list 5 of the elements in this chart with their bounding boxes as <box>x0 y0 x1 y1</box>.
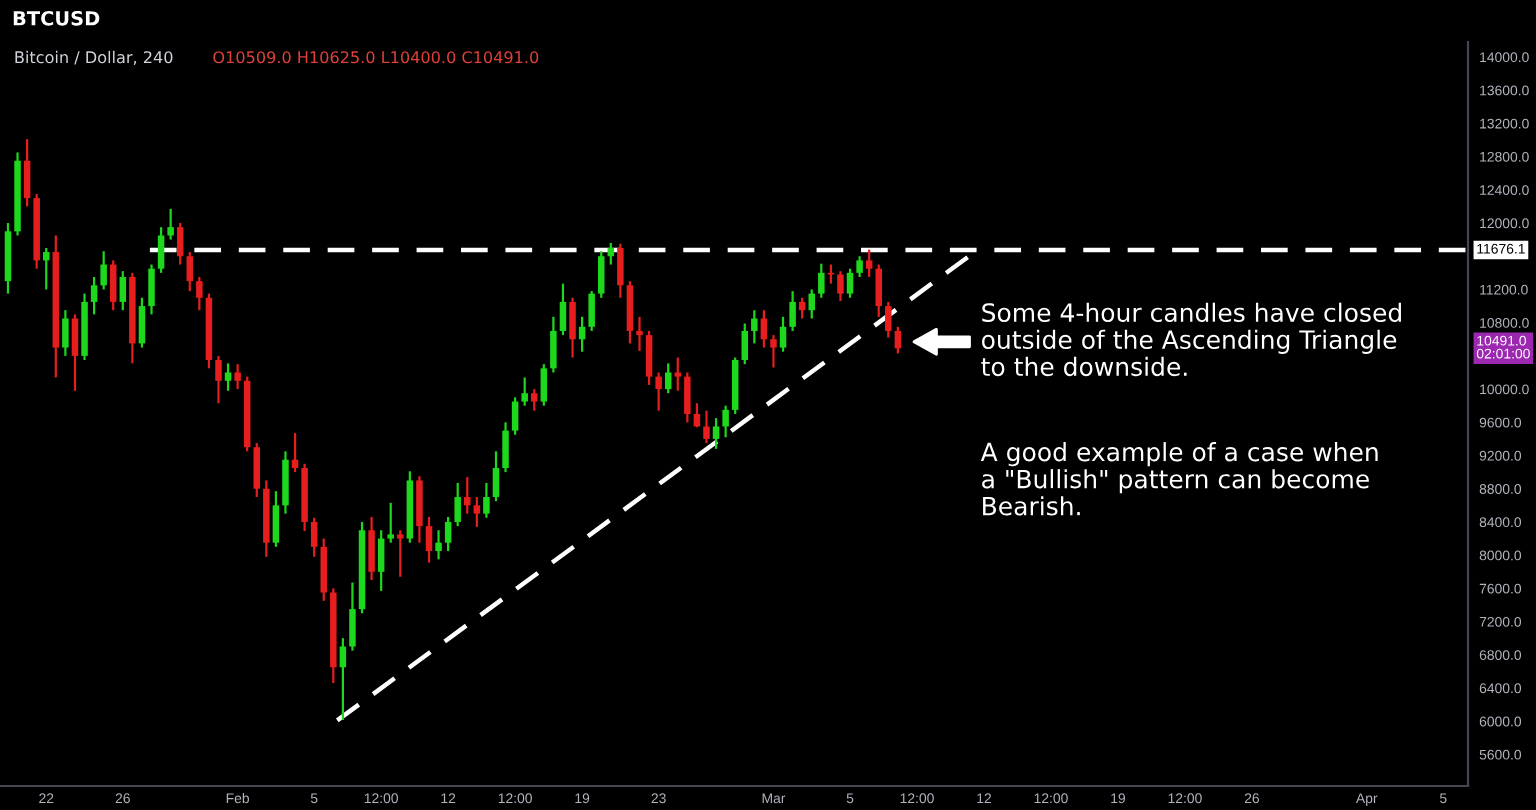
chart-title: Bitcoin / Dollar, 240 <box>15 50 173 65</box>
annotation: A good example of a case when a "Bullish" pattern can become Bearish. <box>980 442 1378 516</box>
annotation: O10509.0 H10625.0 L10400.0 C10491.0 <box>213 51 539 64</box>
annotation: Some 4-hour candles have closed outside of the Ascending Triangle to the downside. <box>981 302 1401 377</box>
text: BTCUSD <box>13 10 100 26</box>
